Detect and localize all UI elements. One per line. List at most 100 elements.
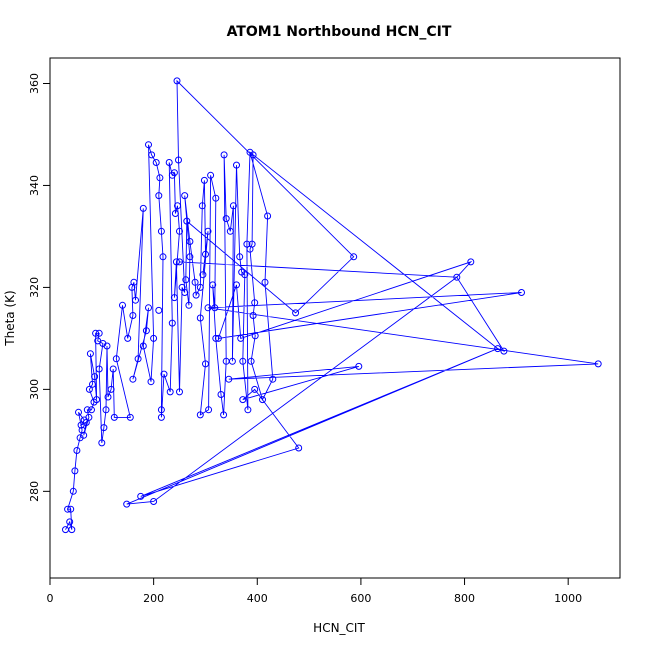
- data-point: [71, 467, 79, 475]
- data-point: [132, 296, 139, 304]
- data-point: [170, 169, 178, 177]
- data-point: [112, 355, 120, 363]
- data-point: [175, 156, 182, 164]
- data-point: [148, 151, 156, 159]
- data-point: [103, 342, 111, 350]
- data-point: [168, 319, 176, 327]
- data-point: [212, 334, 220, 342]
- data-point: [196, 314, 204, 322]
- data-point: [467, 258, 475, 266]
- data-point: [222, 215, 230, 223]
- data-point: [150, 334, 158, 342]
- data-point: [102, 406, 110, 414]
- data-point: [225, 375, 233, 383]
- data-point: [249, 151, 257, 159]
- data-point: [251, 299, 259, 307]
- data-point: [233, 161, 240, 169]
- y-axis-label: Theta (K): [3, 290, 17, 346]
- x-tick-label: 0: [47, 592, 54, 605]
- data-point: [119, 301, 126, 309]
- chart-title: ATOM1 Northbound HCN_CIT: [227, 24, 452, 40]
- data-point: [196, 411, 204, 419]
- y-tick-label: 320: [28, 277, 41, 298]
- data-point: [93, 396, 101, 404]
- data-point: [198, 202, 206, 210]
- data-point: [171, 210, 179, 217]
- y-tick-label: 360: [28, 73, 41, 94]
- data-point: [75, 408, 82, 416]
- data-point: [191, 278, 199, 286]
- data-point: [237, 334, 245, 342]
- data-point: [98, 439, 106, 447]
- data-point: [68, 526, 76, 534]
- data-point: [176, 227, 183, 235]
- data-point: [594, 360, 602, 368]
- data-point: [95, 329, 103, 337]
- data-point: [261, 278, 269, 286]
- data-point: [176, 388, 183, 396]
- y-tick-label: 300: [28, 379, 41, 400]
- x-axis-label: HCN_CIT: [313, 621, 365, 635]
- data-point: [80, 431, 88, 439]
- data-point: [229, 202, 237, 210]
- y-axis: 280 300 320 340 360: [28, 73, 51, 502]
- data-point: [173, 77, 181, 85]
- data-point: [88, 406, 95, 414]
- data-point: [209, 281, 217, 289]
- data-point: [214, 334, 222, 342]
- data-point: [142, 327, 150, 335]
- data-point: [183, 217, 191, 225]
- data-point: [152, 159, 160, 166]
- data-point: [264, 212, 272, 220]
- data-point: [181, 289, 189, 296]
- data-point: [176, 258, 183, 266]
- data-point: [174, 202, 181, 210]
- data-point: [205, 406, 213, 414]
- data-point: [83, 406, 91, 414]
- x-tick-label: 200: [143, 592, 164, 605]
- data-point: [500, 347, 508, 355]
- y-tick-label: 340: [28, 175, 41, 196]
- data-point: [109, 365, 117, 373]
- data-point: [186, 253, 194, 261]
- data-point: [251, 385, 259, 393]
- x-tick-label: 1000: [554, 592, 582, 605]
- data-point: [139, 342, 147, 350]
- data-point: [100, 424, 108, 432]
- data-point: [155, 192, 163, 200]
- data-point: [89, 380, 96, 388]
- data-point: [181, 192, 189, 200]
- data-point: [241, 271, 249, 279]
- data-point: [202, 360, 209, 368]
- data-point: [211, 304, 219, 312]
- series-line: [65, 79, 599, 530]
- data-point: [199, 271, 207, 279]
- x-axis: 0 200 400 600 800 1000: [47, 577, 582, 605]
- data-point: [126, 413, 134, 421]
- data-point: [518, 289, 525, 296]
- data-point: [137, 492, 145, 500]
- data-point: [157, 413, 165, 421]
- data-point: [66, 518, 74, 526]
- data-point: [67, 505, 75, 513]
- data-point: [95, 365, 103, 373]
- data-point: [239, 396, 247, 404]
- data-point: [220, 411, 228, 419]
- data-point: [295, 444, 303, 452]
- x-tick-label: 800: [454, 592, 475, 605]
- data-point: [292, 309, 300, 317]
- plot-area: [62, 77, 602, 534]
- data-point: [69, 487, 77, 495]
- data-point: [129, 375, 137, 383]
- data-point: [220, 151, 228, 159]
- data-point: [157, 227, 165, 235]
- data-point: [186, 238, 194, 245]
- data-point: [123, 500, 131, 508]
- y-tick-label: 280: [28, 481, 41, 502]
- data-point: [233, 281, 240, 289]
- data-point: [157, 406, 165, 414]
- data-point: [130, 278, 138, 286]
- data-point: [110, 413, 118, 421]
- data-point: [85, 413, 93, 421]
